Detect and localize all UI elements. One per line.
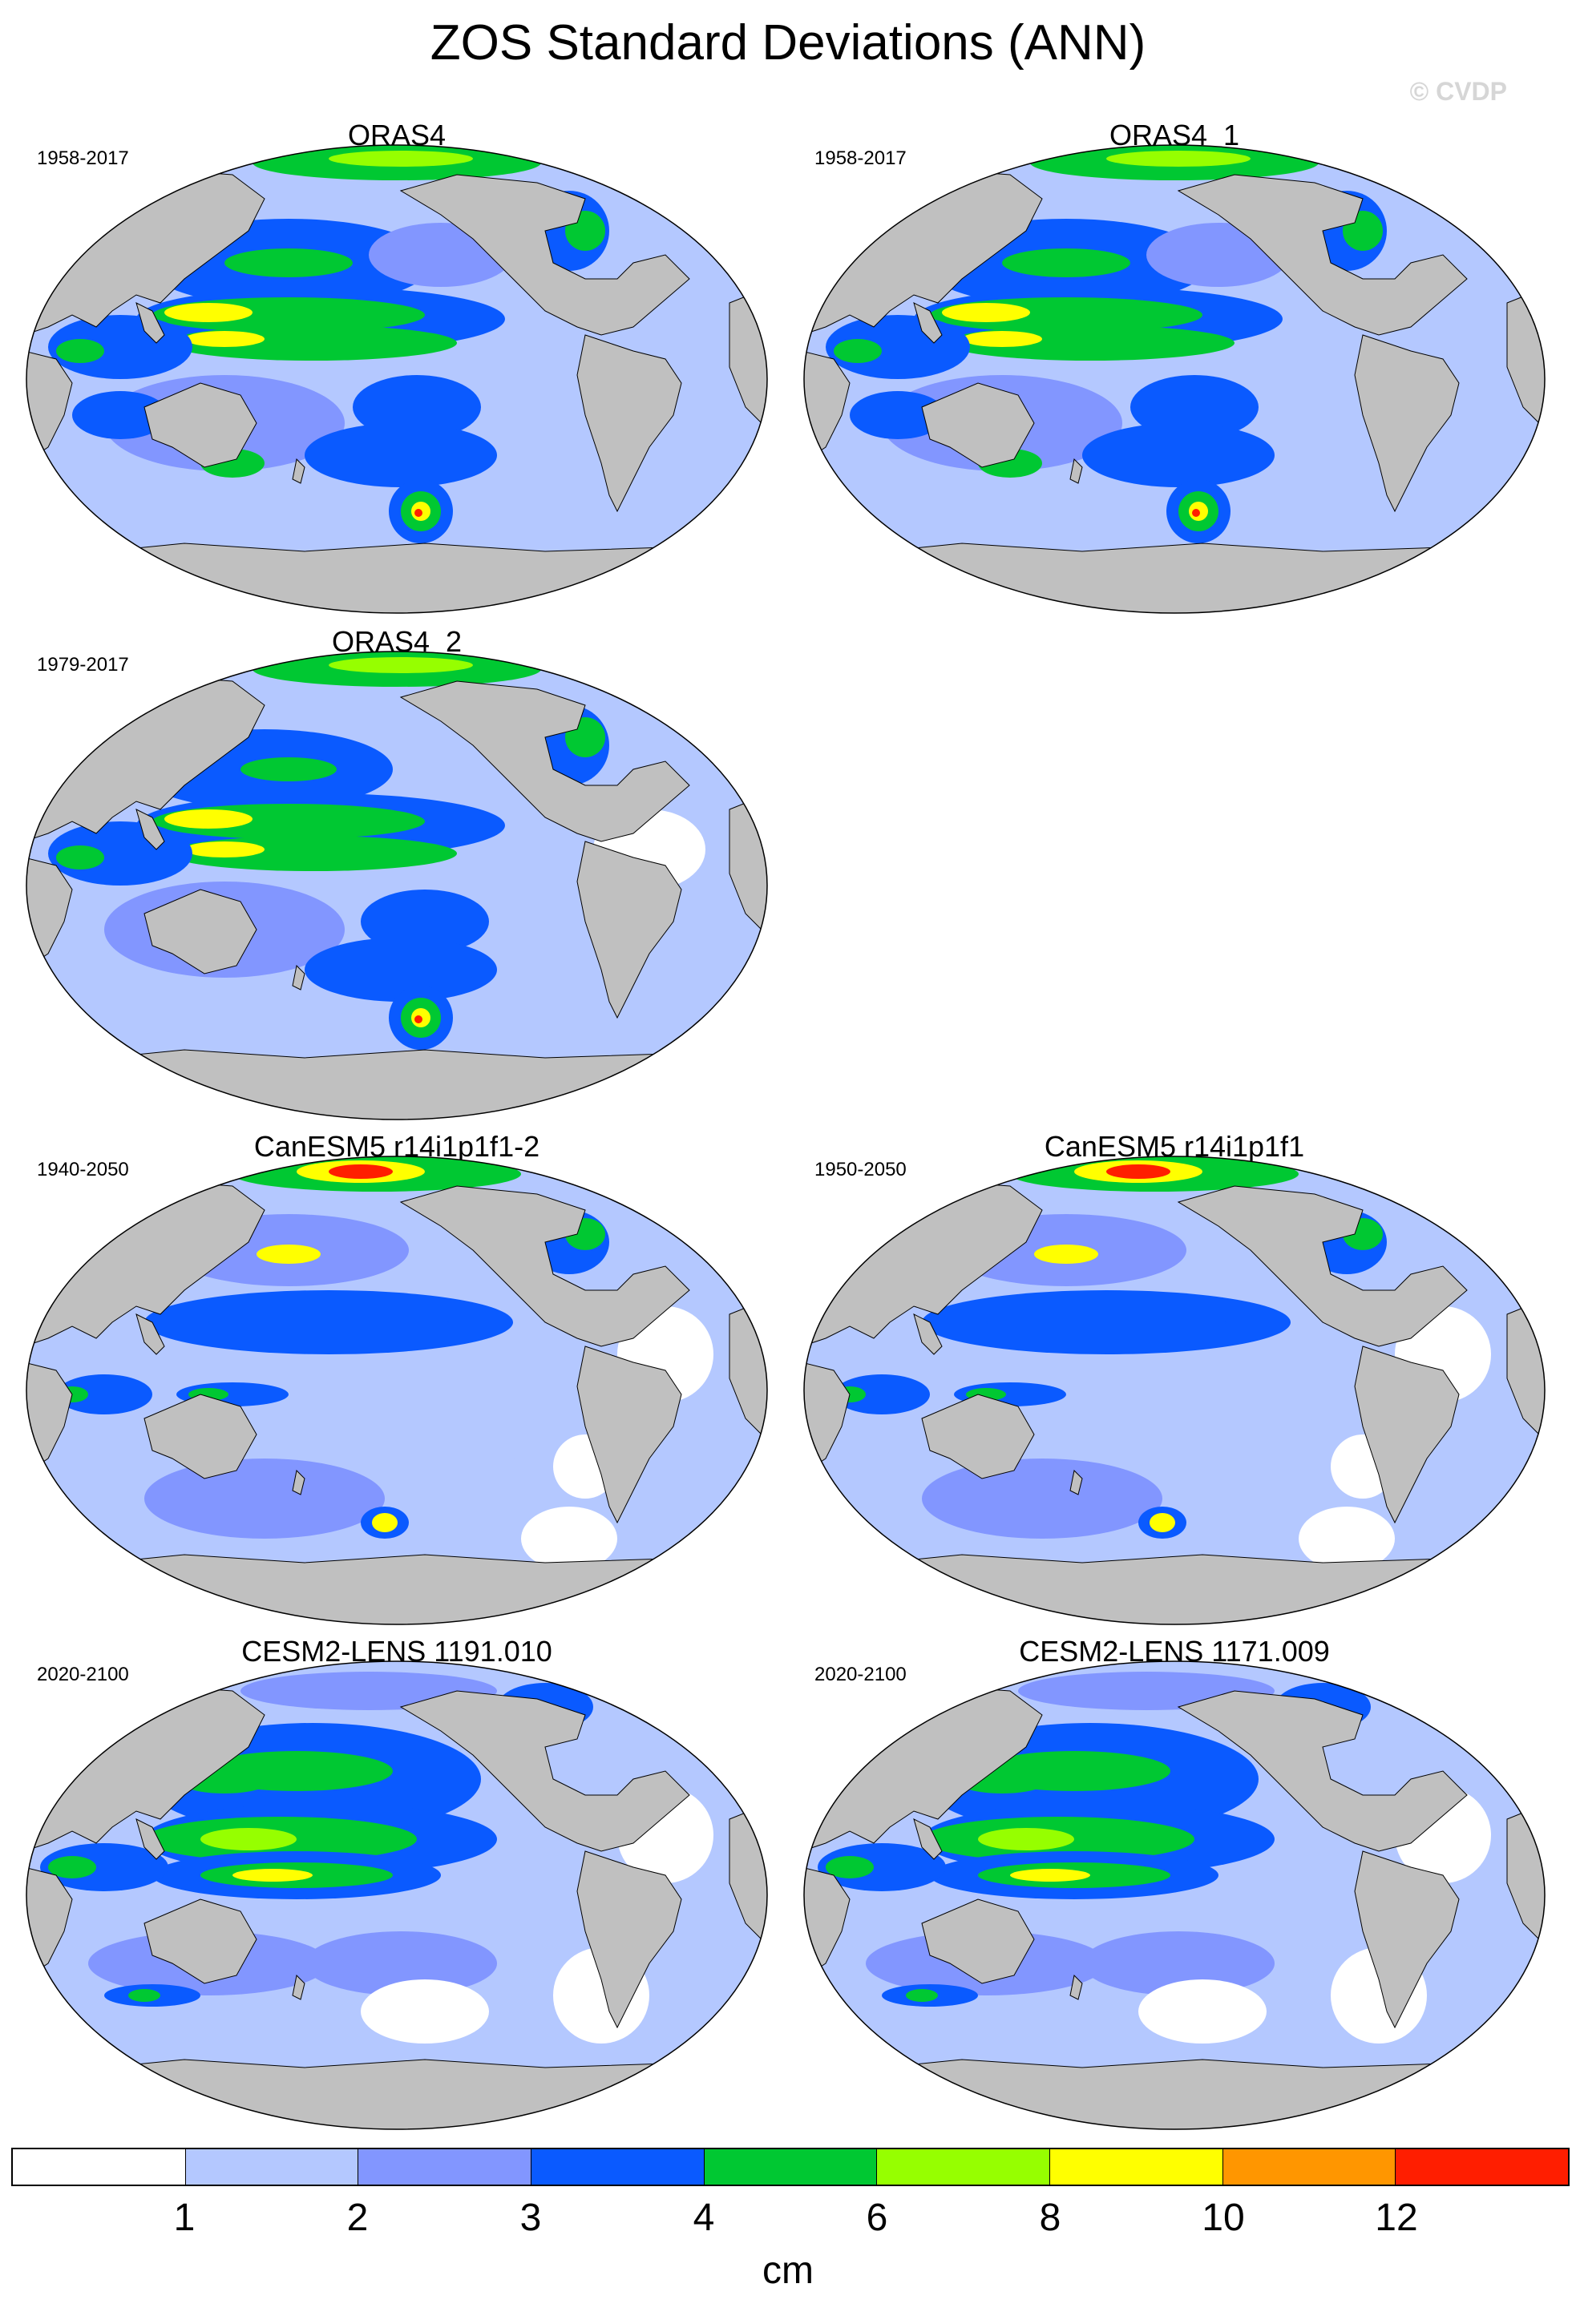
colorbar-labels: 1 2 3 4 6 8 10 12 — [11, 2196, 1570, 2244]
world-map — [803, 1156, 1546, 1625]
world-map — [803, 1660, 1546, 2130]
colorbar-swatch — [704, 2149, 878, 2185]
panel-period: 2020-2100 — [37, 1664, 129, 1685]
colorbar-tick-label: 1 — [173, 2197, 196, 2239]
colorbar-tick-label: 6 — [866, 2197, 888, 2239]
colorbar — [11, 2148, 1570, 2186]
colorbar-swatch — [531, 2149, 705, 2185]
map-panel: CESM2-LENS 1191.010 2020-2100 — [24, 1635, 770, 2132]
panel-period: 1958-2017 — [814, 147, 907, 169]
map-panel: ORAS4_2 1979-2017 — [24, 625, 770, 1122]
map-panel: CanESM5 r14i1p1f1 1950-2050 — [802, 1130, 1547, 1627]
world-map — [803, 144, 1546, 614]
colorbar-swatch — [877, 2149, 1051, 2185]
colorbar-swatch — [358, 2149, 532, 2185]
colorbar-units: cm — [762, 2249, 814, 2292]
map-panel: ORAS4_1 1958-2017 — [802, 119, 1547, 615]
copyright-watermark: © CVDP — [1409, 77, 1507, 106]
colorbar-tick-label: 3 — [519, 2197, 542, 2239]
panel-period: 2020-2100 — [814, 1664, 907, 1685]
colorbar-tick-label: 8 — [1039, 2197, 1061, 2239]
colorbar-swatch — [1050, 2149, 1223, 2185]
map-panel: ORAS4 1958-2017 — [24, 119, 770, 615]
map-panel: CanESM5 r14i1p1f1-2 1940-2050 — [24, 1130, 770, 1627]
colorbar-swatch — [13, 2149, 186, 2185]
colorbar-swatch — [185, 2149, 359, 2185]
world-map — [26, 144, 768, 614]
panel-period: 1940-2050 — [37, 1159, 129, 1180]
world-map — [26, 651, 768, 1120]
colorbar-tick-label: 2 — [346, 2197, 369, 2239]
panel-period: 1950-2050 — [814, 1159, 907, 1180]
world-map — [26, 1156, 768, 1625]
world-map — [26, 1660, 768, 2130]
colorbar-tick-label: 12 — [1375, 2197, 1418, 2239]
panel-period: 1958-2017 — [37, 147, 129, 169]
figure-title: ZOS Standard Deviations (ANN) — [430, 15, 1146, 71]
colorbar-tick-label: 4 — [693, 2197, 715, 2239]
map-panel: CESM2-LENS 1171.009 2020-2100 — [802, 1635, 1547, 2132]
colorbar-tick-label: 10 — [1202, 2197, 1245, 2239]
panel-period: 1979-2017 — [37, 654, 129, 676]
colorbar-swatch — [1222, 2149, 1396, 2185]
colorbar-swatch — [1396, 2149, 1569, 2185]
